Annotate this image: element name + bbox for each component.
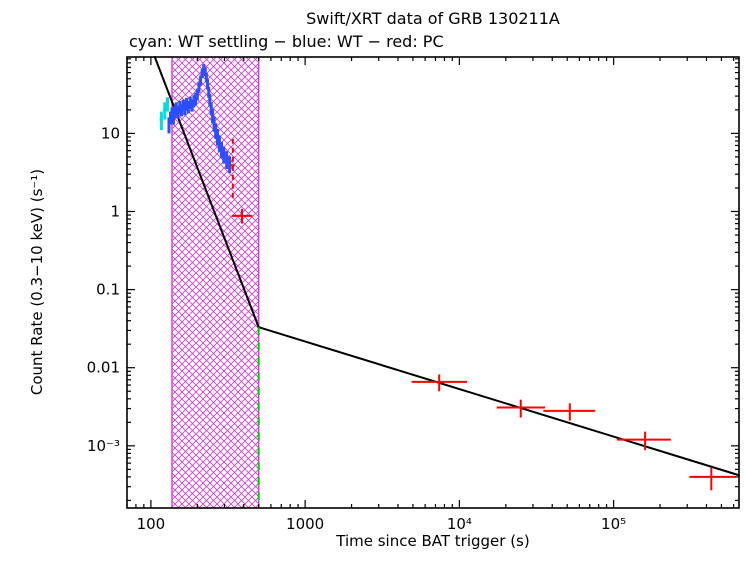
x-tick-label: 1000	[286, 515, 324, 533]
y-tick-label: 10	[101, 124, 120, 142]
series-pc	[231, 208, 736, 491]
x-tick-label: 10⁴	[447, 515, 472, 533]
x-axis-label: Time since BAT trigger (s)	[335, 532, 529, 550]
x-tick-label: 100	[137, 515, 166, 533]
y-tick-label: 10⁻³	[87, 437, 120, 455]
y-tick-label: 0.1	[96, 281, 120, 299]
y-tick-label: 0.01	[87, 359, 120, 377]
chart-legend-line: cyan: WT settling − blue: WT − red: PC	[129, 32, 444, 51]
x-tick-label: 10⁵	[601, 515, 626, 533]
model-fit-line	[153, 56, 740, 477]
series-wt	[167, 64, 232, 174]
plot-area: 100 1000 10⁴ 10⁵ 10⁻³ 0.01 0.1 1 10	[87, 56, 740, 533]
series-pc-uncertain	[230, 138, 235, 198]
chart-title: Swift/XRT data of GRB 130211A	[306, 9, 560, 28]
plot-frame	[126, 56, 740, 509]
series-wt-settling	[159, 97, 169, 131]
y-tick-label: 1	[110, 202, 120, 220]
y-axis-label: Count Rate (0.3−10 keV) (s⁻¹)	[28, 169, 46, 395]
